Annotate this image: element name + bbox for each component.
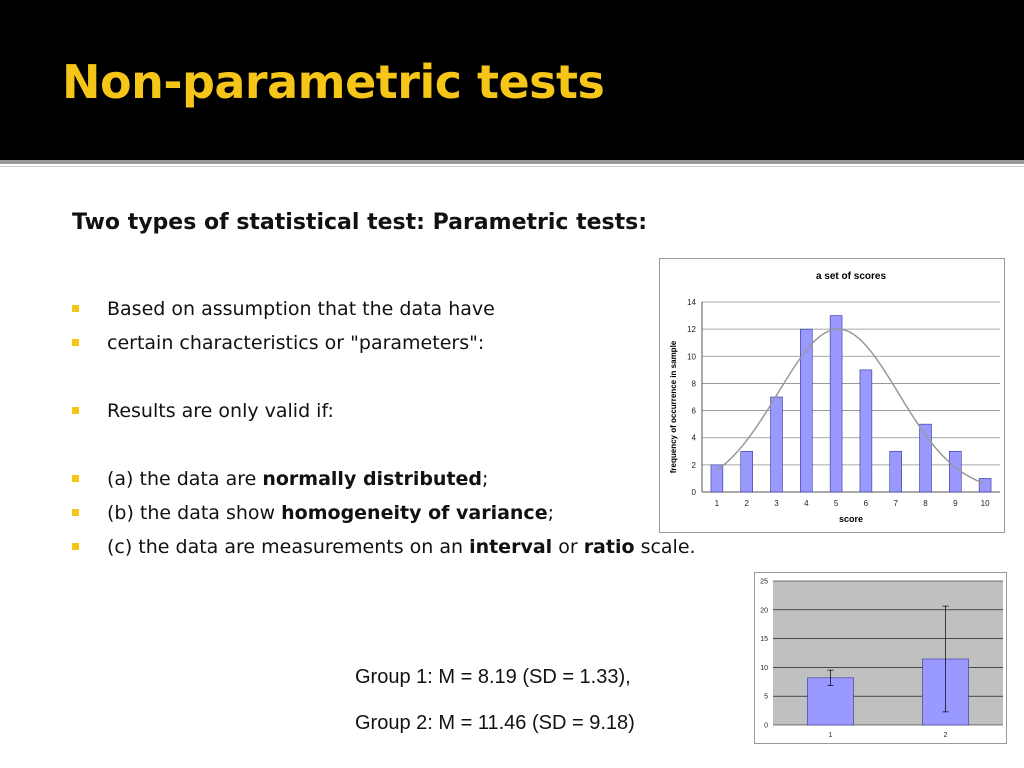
histogram-bar <box>800 328 813 493</box>
x-tick-label: 9 <box>953 499 958 508</box>
y-tick-label: 2 <box>692 461 697 470</box>
group2-stats: Group 2: M = 11.46 (SD = 9.18) <box>355 712 635 734</box>
title-divider <box>0 160 1024 164</box>
bullet-marker-icon <box>72 509 79 516</box>
histogram-bar <box>889 450 902 493</box>
bullet-text: Based on assumption that the data have <box>107 298 495 320</box>
bold-term: normally distributed <box>262 468 483 490</box>
chart-title: a set of scores <box>816 271 886 282</box>
histogram-bar <box>859 369 873 493</box>
histogram-bar <box>829 315 843 493</box>
group1-stats: Group 1: M = 8.19 (SD = 1.33), <box>355 666 631 688</box>
x-tick-label: 2 <box>744 499 749 508</box>
x-tick-label: 7 <box>893 499 898 508</box>
y-tick-label: 14 <box>687 298 696 307</box>
bullet-marker-icon <box>72 339 79 346</box>
x-axis-title: score <box>839 514 863 524</box>
bold-term: ratio <box>583 536 635 558</box>
bullet-text: (a) the data are normally distributed; <box>107 468 489 490</box>
bold-term: interval <box>469 536 553 558</box>
histogram-bar <box>770 396 783 493</box>
slide-heading: Two types of statistical test: Parametri… <box>72 210 648 235</box>
x-tick-label: 4 <box>804 499 809 508</box>
y-tick-label: 4 <box>692 434 697 443</box>
y-tick-label: 5 <box>764 694 768 701</box>
y-tick-label: 0 <box>692 488 697 497</box>
x-tick-label: 3 <box>774 499 779 508</box>
x-tick-label: 2 <box>944 732 948 739</box>
bullet-text: Results are only valid if: <box>107 400 334 422</box>
x-tick-label: 10 <box>981 499 990 508</box>
y-tick-label: 10 <box>760 665 768 672</box>
y-tick-label: 15 <box>760 636 768 643</box>
bullet-text: certain characteristics or "parameters": <box>107 332 485 354</box>
y-tick-label: 10 <box>687 352 696 361</box>
histogram-chart: a set of scores 0 2 4 6 8 10 12 14 1 2 3 4 5 6 7 8 9 10 sco… <box>659 258 1005 533</box>
bullet-text: (b) the data show homogeneity of varianc… <box>107 502 554 524</box>
histogram-bar <box>949 450 962 493</box>
x-tick-label: 1 <box>829 732 833 739</box>
normal-curve <box>716 328 986 485</box>
x-tick-label: 6 <box>864 499 869 508</box>
bullet-marker-icon <box>72 305 79 312</box>
bold-term: homogeneity of variance <box>281 502 548 524</box>
slide-title: Non-parametric tests <box>62 55 605 109</box>
y-tick-label: 20 <box>760 607 768 614</box>
y-tick-label: 0 <box>764 723 768 730</box>
histogram-bar <box>919 423 932 493</box>
x-tick-label: 8 <box>923 499 928 508</box>
histogram-bar <box>710 464 724 493</box>
group-means-svg: 0 5 10 15 20 25 1 2 <box>760 579 1003 739</box>
bullet-text: (c) the data are measurements on an inte… <box>107 536 696 558</box>
y-tick-label: 8 <box>692 379 697 388</box>
histogram-bar <box>978 478 992 493</box>
y-tick-label: 12 <box>687 325 696 334</box>
y-tick-label: 6 <box>692 407 697 416</box>
title-bar: Non-parametric tests <box>0 0 1024 160</box>
bullet-marker-icon <box>72 407 79 414</box>
bullet-marker-icon <box>72 475 79 482</box>
x-tick-label: 1 <box>715 499 720 508</box>
histogram-bar <box>740 450 753 493</box>
y-axis-title: frequency of occurrence in sample <box>669 340 678 473</box>
group-means-chart: 0 5 10 15 20 25 1 2 <box>754 572 1007 744</box>
x-tick-label: 5 <box>834 499 839 508</box>
y-tick-label: 25 <box>760 579 768 586</box>
bullet-marker-icon <box>72 543 79 550</box>
title-divider-thin <box>0 166 1024 167</box>
